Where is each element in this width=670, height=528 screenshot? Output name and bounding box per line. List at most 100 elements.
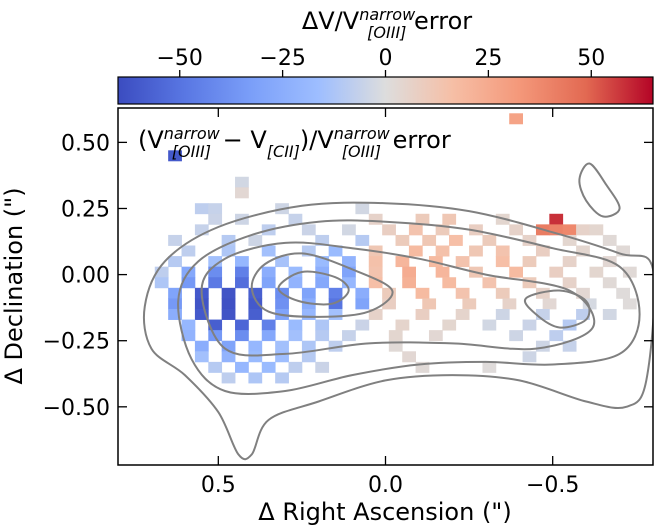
heatmap-cell bbox=[435, 224, 450, 236]
heatmap-cell bbox=[235, 330, 249, 342]
y-tick-label: 0.50 bbox=[61, 131, 110, 156]
heatmap-cell bbox=[315, 256, 330, 268]
heatmap-cell bbox=[589, 266, 604, 278]
heatmap-cell bbox=[442, 319, 457, 331]
heatmap-cell bbox=[576, 224, 590, 236]
heatmap-cell bbox=[194, 308, 209, 320]
heatmap-cell bbox=[235, 176, 249, 188]
heatmap-cell bbox=[395, 319, 410, 331]
heatmap-cell bbox=[235, 319, 249, 331]
heatmap-cell bbox=[261, 361, 276, 373]
heatmap-cell bbox=[315, 330, 330, 342]
heatmap-cell bbox=[495, 308, 510, 320]
heatmap-cell bbox=[208, 361, 223, 373]
heatmap-cell bbox=[535, 245, 550, 257]
heatmap-cells bbox=[154, 113, 637, 384]
heatmap-cell bbox=[328, 245, 343, 257]
heatmap-cell bbox=[235, 277, 249, 289]
heatmap-cell bbox=[288, 319, 303, 331]
heatmap-cell bbox=[248, 308, 263, 320]
heatmap-cell bbox=[622, 266, 637, 278]
heatmap-cell bbox=[495, 287, 510, 299]
heatmap-cell bbox=[221, 308, 236, 320]
heatmap-cell bbox=[562, 224, 577, 236]
contour-line bbox=[200, 241, 596, 357]
heatmap-cell bbox=[402, 266, 416, 278]
colorbar-label: ΔV/Vnarrow [OIII] error bbox=[302, 5, 472, 42]
heatmap-cell bbox=[288, 213, 303, 225]
heatmap-cell bbox=[509, 330, 523, 342]
colorbar-ticks: −50 −25 0 25 50 bbox=[157, 46, 605, 77]
heatmap-cell bbox=[435, 245, 450, 257]
contour-line bbox=[277, 270, 350, 306]
heatmap-cell bbox=[221, 340, 236, 352]
heatmap-cell bbox=[449, 234, 463, 246]
colorbar bbox=[117, 76, 654, 105]
heatmap-cell bbox=[576, 308, 590, 320]
heatmap-cell bbox=[328, 287, 343, 299]
heatmap-cell bbox=[509, 266, 523, 278]
heatmap-cell bbox=[248, 351, 263, 363]
heatmap-cell bbox=[368, 256, 383, 268]
heatmap-cell bbox=[301, 287, 316, 299]
heatmap-cell bbox=[194, 203, 209, 215]
heatmap-cell bbox=[301, 245, 316, 257]
heatmap-cell bbox=[221, 234, 236, 246]
heatmap-cell bbox=[495, 245, 510, 257]
heatmap-cell bbox=[181, 245, 196, 257]
heatmap-cell bbox=[395, 256, 410, 268]
contour-line bbox=[177, 219, 641, 395]
heatmap-cell bbox=[208, 203, 223, 215]
heatmap-cell bbox=[415, 213, 430, 225]
heatmap-cell bbox=[522, 351, 537, 363]
heatmap-cell bbox=[248, 372, 263, 384]
y-tick-label: −0.25 bbox=[43, 330, 110, 355]
heatmap-cell bbox=[301, 340, 316, 352]
heatmap-cell bbox=[168, 308, 182, 320]
heatmap-cell bbox=[535, 308, 550, 320]
heatmap-cell bbox=[235, 361, 249, 373]
colorbar-tick-label: 25 bbox=[474, 46, 502, 71]
heatmap-cell bbox=[168, 256, 182, 268]
heatmap-cell bbox=[248, 287, 263, 299]
heatmap-cell bbox=[482, 361, 497, 373]
heatmap-cell bbox=[208, 319, 223, 331]
heatmap-cell bbox=[502, 298, 517, 310]
heatmap-cell bbox=[342, 266, 356, 278]
heatmap-cell bbox=[248, 234, 263, 246]
heatmap-cell bbox=[462, 298, 477, 310]
heatmap-cell bbox=[328, 308, 343, 320]
heatmap-cell bbox=[261, 277, 276, 289]
heatmap-cell bbox=[221, 298, 236, 310]
heatmap-cell bbox=[402, 277, 416, 289]
heatmap-cell bbox=[261, 330, 276, 342]
heatmap-cell bbox=[428, 330, 443, 342]
heatmap-cell bbox=[549, 266, 564, 278]
heatmap-cell bbox=[482, 319, 497, 331]
heatmap-cell bbox=[422, 298, 437, 310]
heatmap-cell bbox=[388, 330, 403, 342]
heatmap-cell bbox=[208, 213, 223, 225]
heatmap-cell bbox=[368, 266, 383, 278]
heatmap-cell bbox=[622, 298, 637, 310]
heatmap-cell bbox=[315, 266, 330, 278]
heatmap-cell bbox=[328, 340, 343, 352]
heatmap-cell bbox=[181, 330, 196, 342]
heatmap-cell bbox=[194, 340, 209, 352]
heatmap-cell bbox=[602, 277, 617, 289]
heatmap-cell bbox=[382, 224, 396, 236]
heatmap-cell bbox=[522, 277, 537, 289]
heatmap-cell bbox=[442, 277, 457, 289]
heatmap-cell bbox=[582, 298, 597, 310]
y-tick-label: 0.00 bbox=[61, 264, 110, 289]
heatmap-cell bbox=[301, 224, 316, 236]
plot-frame bbox=[117, 107, 654, 466]
heatmap-cell bbox=[275, 256, 289, 268]
heatmap-cell bbox=[562, 340, 577, 352]
heatmap-cell bbox=[522, 256, 537, 268]
heatmap-cell bbox=[168, 298, 182, 310]
heatmap-cell bbox=[275, 298, 289, 310]
y-tick-label: −0.50 bbox=[43, 396, 110, 421]
y-tick-label: 0.25 bbox=[61, 197, 110, 222]
